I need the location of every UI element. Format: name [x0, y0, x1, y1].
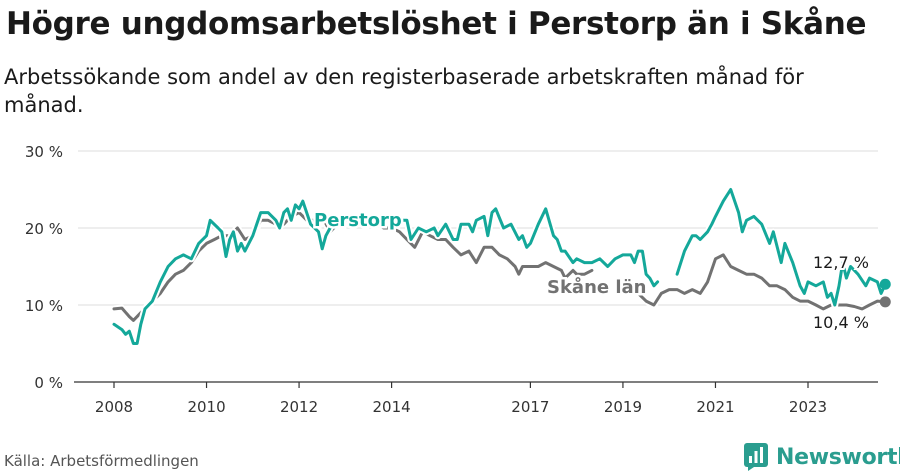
series-line-perstorp-segment-1 [112, 199, 332, 345]
series-line-perstorp-segment-3 [675, 188, 887, 307]
x-tick-label-2021: 2021 [696, 398, 734, 416]
y-tick-label-20: 20 % [25, 220, 63, 238]
series-line-skane-segment-2 [636, 253, 887, 311]
y-axis: 0 % 10 % 20 % 30 % [25, 143, 63, 392]
x-tick-label-2019: 2019 [604, 398, 642, 416]
y-tick-label-10: 10 % [25, 297, 63, 315]
end-point-markers [879, 278, 891, 308]
annotation-perstorp-value: 12,7 % [813, 253, 869, 272]
series-label-perstorp: Perstorp [314, 210, 402, 231]
x-tick-label-2014: 2014 [373, 398, 411, 416]
x-tick-label-2008: 2008 [95, 398, 133, 416]
brand-name: Newsworthy [776, 444, 900, 470]
chart-title: Högre ungdomsarbetslöshet i Perstorp än … [6, 6, 867, 42]
chart-subtitle: Arbetssökande som andel av den registerb… [4, 65, 804, 117]
x-tick-label-2023: 2023 [789, 398, 827, 416]
x-axis: 2008 2010 2012 2014 2017 2019 2021 2023 [74, 381, 878, 416]
end-point-perstorp [879, 278, 891, 290]
y-tick-label-0: 0 % [34, 374, 63, 392]
y-tick-label-30: 30 % [25, 143, 63, 161]
halo-perstorp-segment-1 [110, 197, 334, 347]
x-tick-label-2012: 2012 [280, 398, 318, 416]
x-tick-label-2010: 2010 [187, 398, 225, 416]
series-labels: Perstorp Skåne län [312, 208, 650, 301]
series-line-perstorp-segment-2 [398, 207, 660, 288]
source-note: Källa: Arbetsförmedlingen [4, 452, 199, 470]
series-label-skane: Skåne län [547, 276, 647, 298]
brand-logo: Newsworthy [744, 442, 900, 472]
series-lines [110, 186, 889, 347]
annotation-skane-value: 10,4 % [813, 313, 869, 332]
end-value-labels: 12,7 % 10,4 % [811, 251, 871, 334]
grid-lines [78, 150, 878, 306]
end-point-skane [879, 296, 891, 308]
x-tick-label-2017: 2017 [511, 398, 549, 416]
newsworthy-logo-icon [744, 443, 768, 471]
